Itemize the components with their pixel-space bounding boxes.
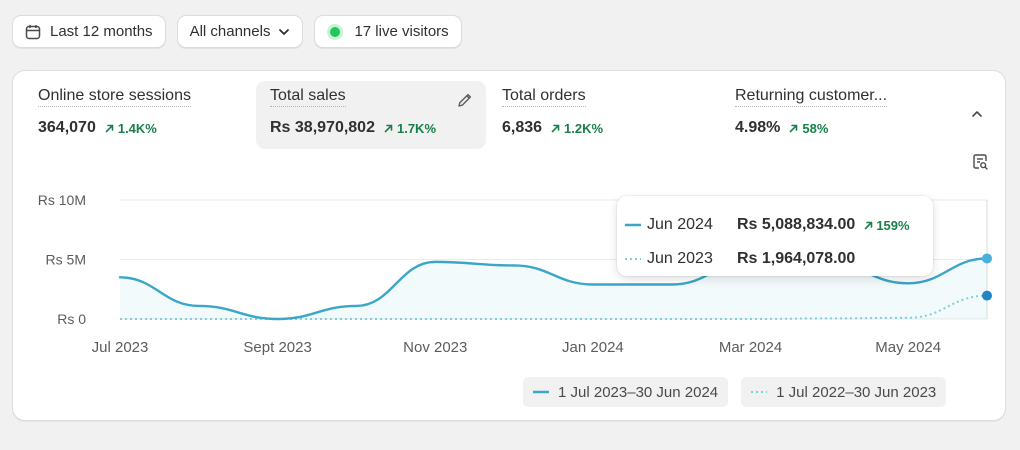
current-end-point <box>982 253 992 264</box>
metric-change: 1.7K% <box>384 121 436 136</box>
live-visitors-button[interactable]: 17 live visitors <box>314 15 462 48</box>
metric-label: Online store sessions <box>38 87 191 107</box>
dotted-line-swatch <box>751 391 768 393</box>
metric-label: Total orders <box>502 87 586 107</box>
trend-up-icon <box>865 221 873 229</box>
analytics-card: Online store sessions 364,070 1.4K% Tota… <box>12 70 1006 421</box>
metric-change: 1.2K% <box>551 121 603 136</box>
legend-current-period[interactable]: 1 Jul 2023–30 Jun 2024 <box>523 377 729 407</box>
metric-change-value: 1.4K% <box>117 120 157 136</box>
legend-previous-period[interactable]: 1 Jul 2022–30 Jun 2023 <box>741 377 947 407</box>
tooltip-current-label: Jun 2024 <box>647 216 713 233</box>
legend-label: 1 Jul 2023–30 Jun 2024 <box>558 383 719 401</box>
tooltip-current-row: Jun 2024 Rs 5,088,834.00 159% <box>625 208 933 242</box>
x-tick-label: Jan 2024 <box>562 339 624 356</box>
solid-line-swatch <box>533 390 549 394</box>
channels-dropdown[interactable]: All channels <box>176 15 304 48</box>
y-tick-label: Rs 10M <box>38 192 86 208</box>
metric-online-store-sessions[interactable]: Online store sessions 364,070 1.4K% <box>24 81 254 149</box>
chart-legend: 1 Jul 2023–30 Jun 2024 1 Jul 2022–30 Jun… <box>523 377 947 407</box>
trend-up-icon <box>551 124 560 132</box>
trend-up-icon <box>105 124 114 132</box>
tooltip-previous-label: Jun 2023 <box>647 250 713 267</box>
metric-change: 58% <box>789 121 828 136</box>
y-tick-label: Rs 5M <box>46 252 86 268</box>
metric-value: 364,070 <box>38 119 96 136</box>
metric-change-value: 1.7K% <box>396 120 437 136</box>
pencil-icon[interactable] <box>456 91 474 114</box>
tooltip-change: 159% <box>864 217 910 233</box>
metric-change: 1.4K% <box>105 121 157 136</box>
filter-bar: Last 12 months All channels 17 live visi… <box>12 15 462 48</box>
trend-up-icon <box>790 124 798 132</box>
x-tick-label: Jul 2023 <box>92 339 149 356</box>
metric-value: 6,836 <box>502 119 543 136</box>
date-range-button[interactable]: Last 12 months <box>12 15 166 48</box>
solid-line-swatch <box>625 223 641 227</box>
dotted-line-swatch <box>625 257 641 261</box>
metric-total-sales[interactable]: Total sales Rs 38,970,802 1.7K% <box>256 81 486 149</box>
x-tick-label: Sept 2023 <box>243 339 311 356</box>
x-tick-label: Nov 2023 <box>403 339 467 356</box>
view-report-icon[interactable] <box>971 153 989 176</box>
live-visitors-label: 17 live visitors <box>354 23 449 40</box>
previous-end-point <box>982 290 992 301</box>
metric-value: 4.98% <box>735 119 781 136</box>
date-range-label: Last 12 months <box>50 23 153 40</box>
x-tick-label: May 2024 <box>875 339 941 356</box>
metric-returning-customer-rate[interactable]: Returning customer... 4.98% 58% <box>721 81 951 149</box>
tooltip-current-value: Rs 5,088,834.00 <box>737 216 856 233</box>
legend-label: 1 Jul 2022–30 Jun 2023 <box>776 383 937 401</box>
metric-label: Returning customer... <box>735 87 888 107</box>
chart-tooltip: Jun 2024 Rs 5,088,834.00 159% Jun 2023 R… <box>617 196 933 276</box>
metric-total-orders[interactable]: Total orders 6,836 1.2K% <box>488 81 718 149</box>
trend-up-icon <box>384 124 393 132</box>
chevron-down-icon <box>278 26 290 38</box>
calendar-icon <box>25 24 41 40</box>
tooltip-previous-value: Rs 1,964,078.00 <box>737 250 856 267</box>
x-tick-label: Mar 2024 <box>719 339 782 356</box>
metric-change-value: 1.2K% <box>564 120 604 136</box>
chevron-up-icon[interactable] <box>970 107 984 126</box>
metric-label: Total sales <box>270 87 346 107</box>
tooltip-change-value: 159% <box>876 217 910 233</box>
tooltip-previous-row: Jun 2023 Rs 1,964,078.00 <box>625 242 933 276</box>
y-tick-label: Rs 0 <box>57 311 86 327</box>
metric-change-value: 58% <box>802 120 829 136</box>
live-indicator-icon <box>330 26 341 37</box>
channels-label: All channels <box>189 23 271 40</box>
metric-value: Rs 38,970,802 <box>270 119 375 136</box>
